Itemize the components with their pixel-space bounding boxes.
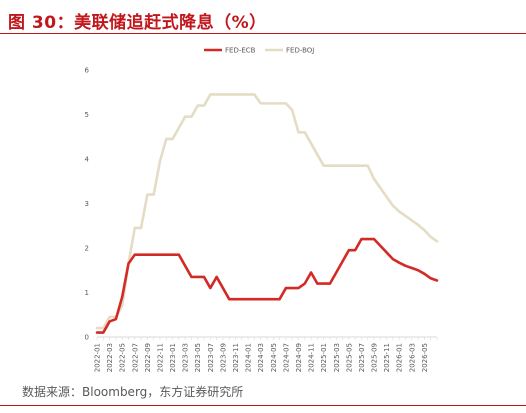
x-tick-label: 2025-11 <box>383 343 391 372</box>
y-tick-label: 3 <box>85 200 89 208</box>
x-tick-label: 2022-03 <box>106 343 114 372</box>
series-line-fed-ecb <box>95 237 439 334</box>
x-tick-label: 2024-09 <box>295 343 303 372</box>
x-tick-label: 2022-07 <box>131 343 139 372</box>
x-tick-label: 2026-05 <box>421 343 429 372</box>
x-tick-label: 2025-03 <box>333 343 341 372</box>
x-tick-label: 2023-09 <box>219 343 227 372</box>
x-tick-label: 2023-11 <box>232 343 240 372</box>
x-tick-label: 2024-05 <box>270 343 278 372</box>
x-tick-label: 2024-01 <box>245 343 253 372</box>
x-tick-label: 2023-03 <box>182 343 190 372</box>
x-tick-label: 2024-03 <box>257 343 265 372</box>
x-axis: 2022-01 2022-03 2022-05 2022-07 2022-09 2022-… <box>94 336 438 372</box>
x-tick-label: 2025-07 <box>358 343 366 372</box>
x-tick-label: 2022-05 <box>119 343 127 372</box>
x-tick-label: 2025-01 <box>320 343 328 372</box>
x-tick-label: 2023-07 <box>207 343 215 372</box>
x-tick-label: 2026-03 <box>408 343 416 372</box>
legend-label-fed-ecb: FED-ECB <box>225 47 256 55</box>
y-tick-label: 5 <box>85 111 89 119</box>
series-layer <box>95 93 439 334</box>
bottom-divider <box>0 405 526 406</box>
x-tick-label: 2025-05 <box>345 343 353 372</box>
y-tick-label: 4 <box>85 156 90 164</box>
x-tick-label: 2022-01 <box>94 343 102 372</box>
legend: FED-ECB FED-BOJ <box>204 47 314 55</box>
title-divider <box>0 33 526 34</box>
series-line-fed-boj <box>95 93 439 330</box>
x-tick-label: 2024-11 <box>308 343 316 372</box>
y-tick-label: 0 <box>85 334 89 342</box>
x-tick-label: 2026-01 <box>396 343 404 372</box>
x-tick-label: 2022-09 <box>144 343 152 372</box>
chart-title: 图 30：美联储追赶式降息（%） <box>8 13 267 33</box>
x-tick-label: 2025-09 <box>371 343 379 372</box>
x-tick-label: 2024-07 <box>282 343 290 372</box>
y-axis: 0 1 2 3 4 5 6 <box>85 67 90 342</box>
x-tick-label: 2023-05 <box>194 343 202 372</box>
y-tick-label: 1 <box>85 289 89 297</box>
y-tick-label: 2 <box>85 245 89 253</box>
x-tick-label: 2022-11 <box>156 343 164 372</box>
legend-label-fed-boj: FED-BOJ <box>286 47 314 55</box>
source-note: 数据来源：Bloomberg，东方证券研究所 <box>22 385 244 399</box>
y-tick-label: 6 <box>85 67 90 75</box>
x-tick-label: 2023-01 <box>169 343 177 372</box>
